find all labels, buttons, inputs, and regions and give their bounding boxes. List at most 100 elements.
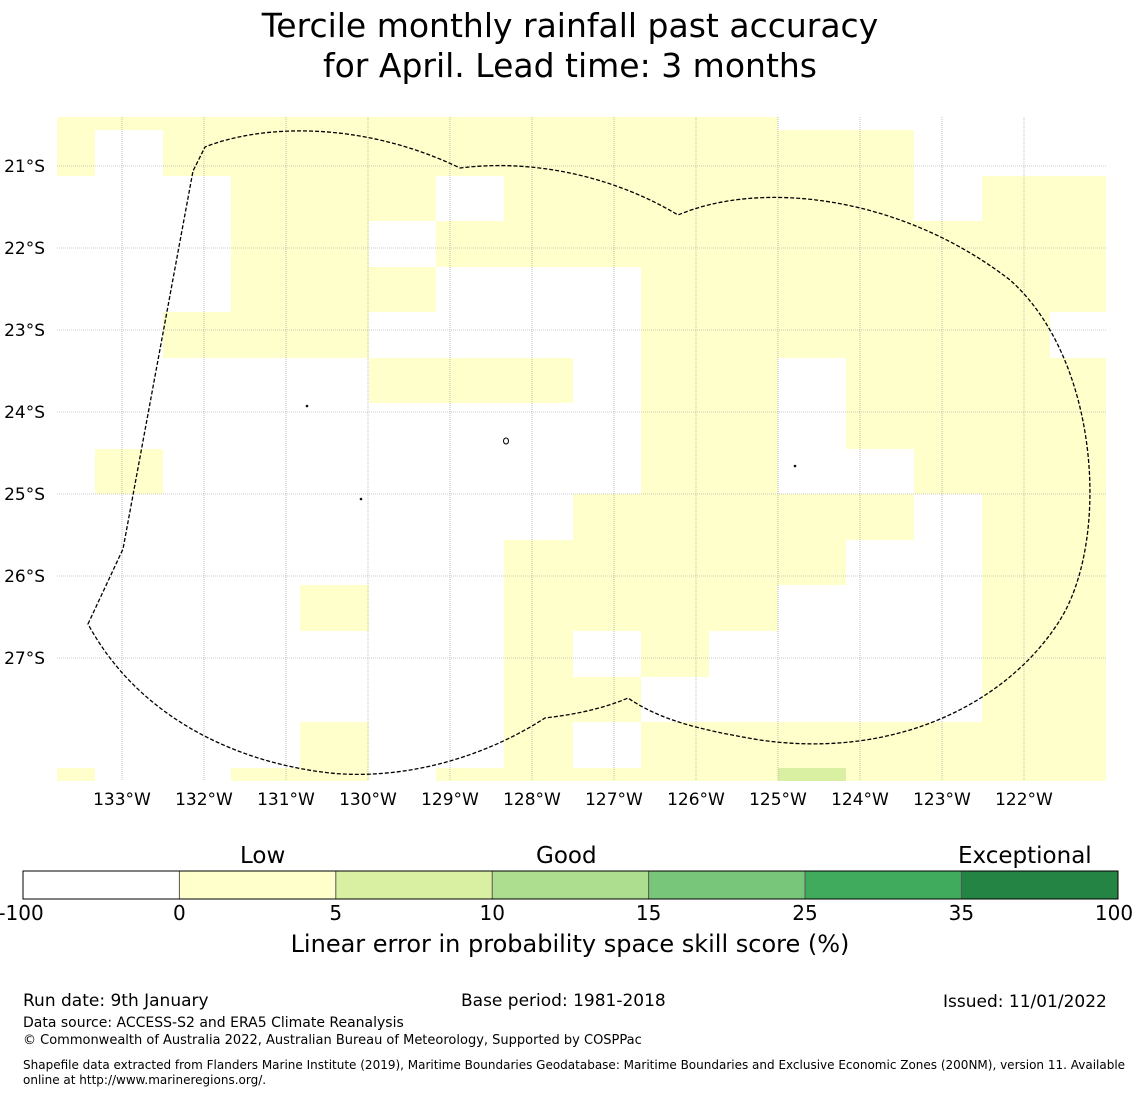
colorbar-segment xyxy=(335,871,493,899)
latitude-labels: 21°S 22°S 23°S 24°S 25°S 26°S 27°S xyxy=(4,157,45,669)
cell xyxy=(641,449,778,494)
lon-label: 129°W xyxy=(421,790,479,810)
cell xyxy=(846,358,1106,403)
colorbar-tick: 5 xyxy=(329,901,342,925)
title-line-1: Tercile monthly rainfall past accuracy xyxy=(261,6,879,45)
skill-cells-low xyxy=(57,117,1106,781)
cell xyxy=(57,768,95,781)
lat-label: 25°S xyxy=(4,485,45,505)
lon-label: 125°W xyxy=(749,790,807,810)
eez-boundary xyxy=(87,130,1091,776)
colorbar-segment xyxy=(648,871,805,899)
shapefile-credit-line-2: online at http://www.marineregions.org/. xyxy=(23,1073,267,1087)
island xyxy=(503,437,509,445)
lat-label: 21°S xyxy=(4,157,45,177)
cell xyxy=(436,176,504,221)
lon-label: 133°W xyxy=(93,790,151,810)
cell xyxy=(641,312,1050,358)
colorbar: -100 0 5 10 15 25 35 100 xyxy=(0,870,1133,925)
skill-cell-good xyxy=(778,768,846,781)
lat-label: 23°S xyxy=(4,321,45,341)
cell xyxy=(982,585,1106,631)
cell xyxy=(163,312,369,358)
cell xyxy=(982,176,1106,221)
cell xyxy=(231,267,436,312)
island xyxy=(793,464,797,468)
cell xyxy=(573,494,914,540)
gridlines xyxy=(57,117,1106,781)
islands xyxy=(305,404,797,501)
data-source: Data source: ACCESS-S2 and ERA5 Climate … xyxy=(23,1015,404,1031)
cell xyxy=(57,117,778,130)
colorbar-category-low: Low xyxy=(240,843,286,869)
longitude-labels: 133°W 132°W 131°W 130°W 129°W 128°W 127°… xyxy=(93,790,1053,810)
lon-label: 124°W xyxy=(831,790,889,810)
colorbar-segment xyxy=(492,871,649,899)
cell xyxy=(982,677,1106,722)
cell xyxy=(369,221,436,267)
cell xyxy=(982,540,1106,585)
lon-label: 130°W xyxy=(339,790,397,810)
cell xyxy=(231,768,369,781)
colorbar-tick: -100 xyxy=(0,901,44,925)
lon-label: 122°W xyxy=(995,790,1053,810)
island xyxy=(305,404,309,408)
cell xyxy=(231,221,369,267)
colorbar-tick: 25 xyxy=(792,901,817,925)
lat-label: 26°S xyxy=(4,567,45,587)
cell xyxy=(846,768,1106,781)
colorbar-frame xyxy=(22,870,1119,900)
map-title: Tercile monthly rainfall past accuracy f… xyxy=(0,6,1140,86)
colorbar-label: Linear error in probability space skill … xyxy=(290,930,850,958)
cell xyxy=(982,631,1106,677)
cell xyxy=(504,585,778,631)
cell xyxy=(436,221,1106,267)
cell xyxy=(163,130,914,176)
cell xyxy=(641,403,778,449)
cell xyxy=(641,631,709,677)
run-date: Run date: 9th January xyxy=(23,991,209,1011)
colorbar-segment xyxy=(961,871,1118,899)
skill-cells-white xyxy=(369,176,641,768)
cell xyxy=(846,403,1106,449)
cell xyxy=(57,130,95,176)
cell xyxy=(504,631,573,677)
colorbar-tick: 35 xyxy=(949,901,974,925)
cell xyxy=(982,494,1106,540)
lon-label: 128°W xyxy=(503,790,561,810)
lat-label: 22°S xyxy=(4,239,45,259)
copyright: © Commonwealth of Australia 2022, Austra… xyxy=(23,1033,642,1048)
shapefile-credit-line-1: Shapefile data extracted from Flanders M… xyxy=(23,1058,1126,1072)
lat-label: 27°S xyxy=(4,649,45,669)
colorbar-segment xyxy=(179,871,336,899)
colorbar-tick: 100 xyxy=(1095,901,1133,925)
lon-label: 123°W xyxy=(913,790,971,810)
lon-label: 132°W xyxy=(175,790,233,810)
cell xyxy=(504,722,573,768)
cell xyxy=(504,540,846,585)
cell xyxy=(504,677,641,722)
cell xyxy=(641,722,1106,768)
shapefile-credit: Shapefile data extracted from Flanders M… xyxy=(23,1058,1138,1088)
lon-label: 131°W xyxy=(257,790,315,810)
cell xyxy=(300,722,369,768)
lat-label: 24°S xyxy=(4,403,45,423)
cell xyxy=(914,449,1106,494)
cell xyxy=(369,358,573,403)
cell xyxy=(573,722,641,768)
cell xyxy=(641,267,1106,312)
colorbar-tick: 15 xyxy=(636,901,661,925)
colorbar-segment xyxy=(805,871,962,899)
cell xyxy=(641,358,778,403)
cell xyxy=(231,176,436,221)
cell xyxy=(95,449,163,494)
title-line-2: for April. Lead time: 3 months xyxy=(323,46,817,85)
cell xyxy=(436,768,778,781)
colorbar-segment xyxy=(23,871,180,899)
colorbar-category-exceptional: Exceptional xyxy=(958,843,1092,869)
lon-label: 127°W xyxy=(585,790,643,810)
cell xyxy=(504,176,914,221)
cell xyxy=(300,585,369,631)
colorbar-tick: 10 xyxy=(479,901,504,925)
